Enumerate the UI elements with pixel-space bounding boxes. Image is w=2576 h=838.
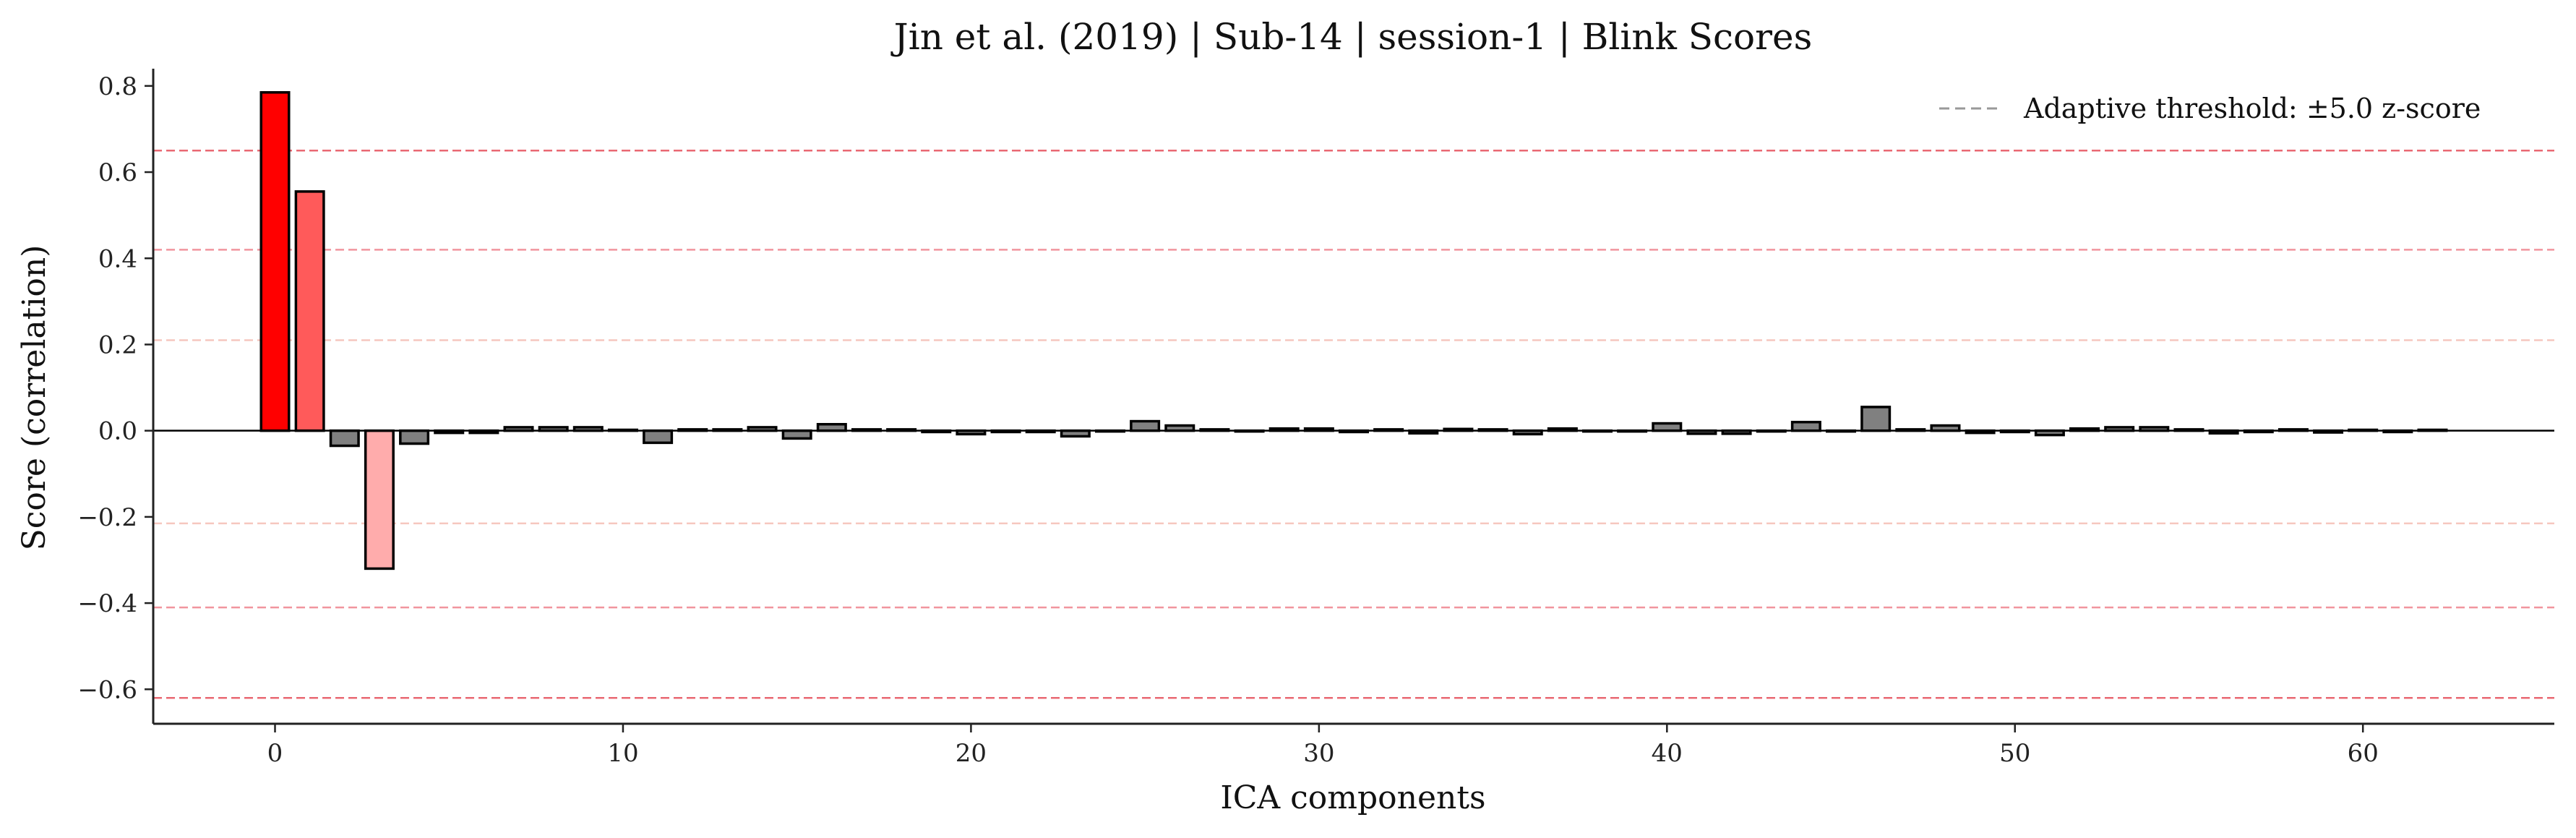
x-tick-label: 30 — [1303, 739, 1334, 768]
bar-component-0 — [259, 91, 291, 432]
y-tick-label: −0.2 — [77, 503, 137, 532]
y-tick-label: −0.4 — [77, 589, 137, 618]
y-ticks: −0.6 −0.4 −0.2 0.0 0.2 0.4 0.6 0.8 — [77, 72, 153, 704]
bar-component-15 — [781, 429, 812, 440]
axes — [152, 69, 2554, 725]
bar-component-16 — [816, 422, 847, 432]
bar-component-44 — [1790, 421, 1821, 432]
bars — [259, 91, 2448, 570]
bar-component-40 — [1652, 422, 1683, 432]
y-tick-label: 0.6 — [98, 158, 137, 187]
bar-component-2 — [329, 429, 360, 448]
y-tick-label: 0.2 — [98, 330, 137, 359]
x-tick-label: 0 — [267, 739, 283, 768]
bar-component-11 — [643, 429, 674, 445]
x-tick-label: 10 — [607, 739, 638, 768]
x-axis-label: ICA components — [1220, 779, 1485, 816]
x-tick-label: 50 — [1999, 739, 2030, 768]
x-ticks: 0 10 20 30 40 50 60 — [267, 724, 2379, 768]
y-tick-label: 0.8 — [98, 72, 137, 101]
legend-entry-label: Adaptive threshold: ±5.0 z-score — [2023, 93, 2481, 124]
y-tick-label: 0.4 — [98, 244, 137, 273]
x-tick-label: 60 — [2348, 739, 2379, 768]
threshold-lines — [153, 150, 2554, 699]
y-tick-label: 0.0 — [98, 417, 137, 446]
chart-title: Jin et al. (2019) | Sub-14 | session-1 |… — [890, 16, 1813, 58]
bar-component-25 — [1130, 419, 1161, 432]
legend: Adaptive threshold: ±5.0 z-score — [1939, 93, 2481, 124]
x-tick-label: 40 — [1652, 739, 1683, 768]
bar-component-4 — [399, 429, 430, 445]
bar-component-3 — [364, 429, 395, 570]
bar-component-1 — [294, 190, 325, 432]
y-tick-label: −0.6 — [77, 675, 137, 704]
bar-component-46 — [1860, 406, 1892, 432]
x-tick-label: 20 — [956, 739, 987, 768]
y-axis-label: Score (correlation) — [16, 245, 53, 551]
